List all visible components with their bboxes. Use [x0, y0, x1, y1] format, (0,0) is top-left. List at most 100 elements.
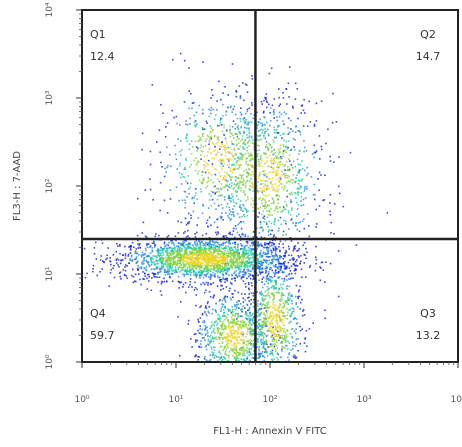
event-point — [264, 284, 266, 286]
event-point — [198, 105, 200, 107]
event-point — [267, 304, 269, 306]
event-point — [231, 143, 233, 145]
event-point — [330, 232, 332, 234]
event-point — [203, 156, 205, 158]
event-point — [260, 162, 262, 164]
event-point — [292, 342, 294, 344]
event-point — [275, 195, 277, 197]
event-point — [210, 131, 212, 133]
event-point — [291, 313, 293, 315]
event-point — [271, 315, 273, 317]
event-point — [209, 241, 211, 243]
event-point — [243, 205, 245, 207]
event-point — [280, 357, 282, 359]
event-point — [257, 305, 259, 307]
event-point — [196, 232, 198, 234]
event-point — [220, 99, 222, 101]
event-point — [278, 334, 280, 336]
event-point — [265, 291, 267, 293]
event-point — [210, 153, 212, 155]
event-point — [204, 167, 206, 169]
event-point — [202, 329, 204, 331]
event-point — [267, 204, 269, 206]
event-point — [215, 311, 217, 313]
event-point — [257, 312, 259, 314]
event-point — [333, 233, 335, 235]
event-point — [291, 273, 293, 275]
event-point — [240, 107, 242, 109]
event-point — [306, 186, 308, 188]
event-point — [296, 319, 298, 321]
event-point — [228, 242, 230, 244]
event-point — [236, 339, 238, 341]
event-point — [240, 236, 242, 238]
event-point — [275, 137, 277, 139]
event-point — [236, 136, 238, 138]
event-point — [239, 206, 241, 208]
event-point — [156, 257, 158, 259]
event-point — [85, 277, 87, 279]
event-point — [279, 166, 281, 168]
event-point — [259, 357, 261, 359]
event-point — [212, 241, 214, 243]
event-point — [165, 126, 167, 128]
event-point — [295, 261, 297, 263]
event-point — [212, 297, 214, 299]
event-point — [325, 143, 327, 145]
event-point — [212, 130, 214, 132]
event-point — [331, 222, 333, 224]
event-point — [266, 249, 268, 251]
event-point — [271, 326, 273, 328]
event-point — [224, 315, 226, 317]
event-point — [295, 345, 297, 347]
event-point — [293, 318, 295, 320]
event-point — [205, 276, 207, 278]
event-point — [228, 167, 230, 169]
event-point — [257, 291, 259, 293]
event-point — [270, 267, 272, 269]
event-point — [229, 130, 231, 132]
event-point — [223, 177, 225, 179]
event-point — [303, 140, 305, 142]
event-point — [219, 350, 221, 352]
event-point — [205, 274, 207, 276]
event-point — [259, 336, 261, 338]
event-point — [281, 171, 283, 173]
event-point — [242, 274, 244, 276]
event-point — [216, 100, 218, 102]
event-point — [231, 194, 233, 196]
event-point — [234, 290, 236, 292]
event-point — [167, 270, 169, 272]
event-point — [248, 273, 250, 275]
event-point — [226, 316, 228, 318]
event-point — [272, 313, 274, 315]
event-point — [249, 169, 251, 171]
event-point — [179, 165, 181, 167]
event-point — [229, 151, 231, 153]
event-point — [207, 164, 209, 166]
event-point — [248, 141, 250, 143]
event-point — [266, 157, 268, 159]
event-point — [141, 266, 143, 268]
event-point — [195, 157, 197, 159]
event-point — [185, 218, 187, 220]
event-point — [202, 127, 204, 129]
event-point — [211, 174, 213, 176]
event-point — [296, 215, 298, 217]
event-point — [208, 149, 210, 151]
event-point — [243, 336, 245, 338]
event-point — [235, 90, 237, 92]
event-point — [194, 233, 196, 235]
event-point — [221, 168, 223, 170]
event-point — [284, 175, 286, 177]
event-point — [228, 274, 230, 276]
event-point — [163, 254, 165, 256]
event-point — [259, 350, 261, 352]
event-point — [250, 164, 252, 166]
event-point — [260, 273, 262, 275]
event-point — [252, 345, 254, 347]
event-point — [182, 286, 184, 288]
event-point — [268, 210, 270, 212]
event-point — [241, 175, 243, 177]
event-point — [241, 293, 243, 295]
